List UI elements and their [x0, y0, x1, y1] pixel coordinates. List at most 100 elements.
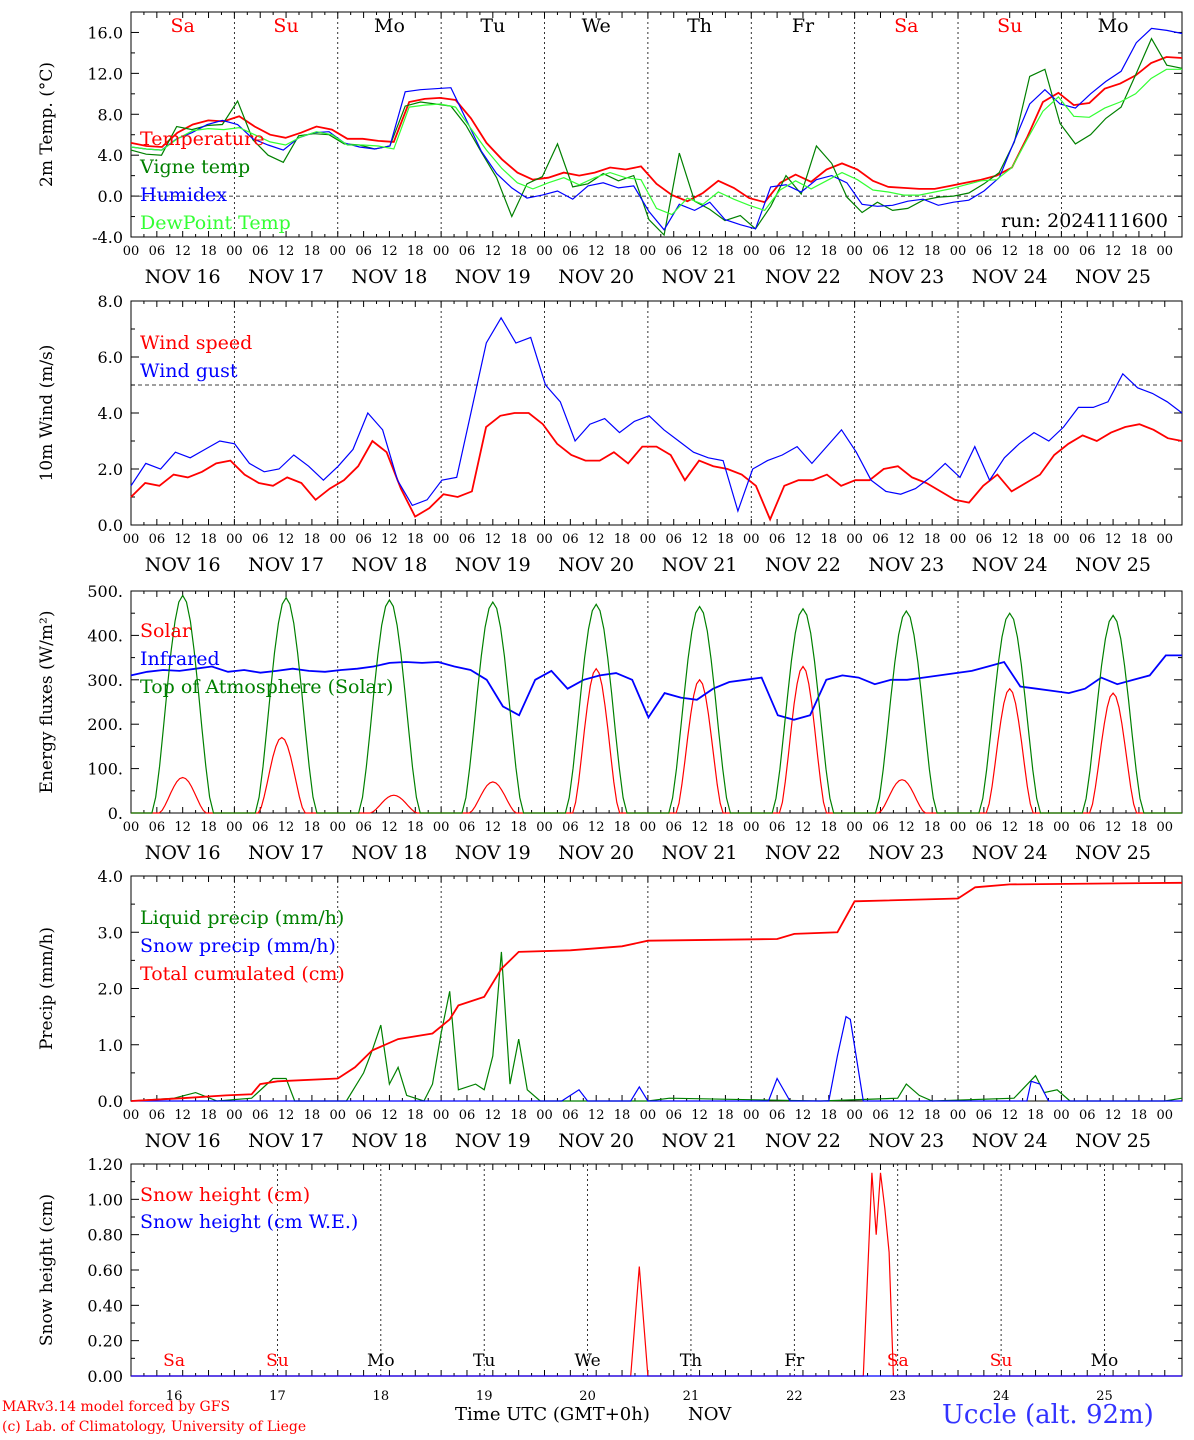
hour-tick-label: 18 [717, 820, 734, 835]
hour-tick-label: 12 [1001, 1108, 1018, 1123]
y-tick-label: 0.40 [87, 1296, 123, 1315]
hour-tick-label: 00 [1053, 1108, 1070, 1123]
y-tick-label: -4.0 [92, 228, 123, 247]
hour-tick-label: 12 [588, 820, 605, 835]
hour-tick-label: 00 [640, 820, 657, 835]
hour-tick-label: 12 [174, 1108, 191, 1123]
hour-tick-label: 18 [924, 1108, 941, 1123]
y-axis-label: Precip (mm/h) [37, 927, 57, 1050]
hour-tick-label: 12 [898, 244, 915, 259]
day-number-label: 23 [889, 1389, 906, 1404]
hour-tick-label: 06 [149, 820, 166, 835]
legend-entry: Solar [140, 620, 192, 642]
date-label: NOV 20 [558, 842, 634, 864]
weekday-label: Su [990, 1351, 1013, 1371]
legend-entry: Snow precip (mm/h) [140, 935, 336, 957]
hour-tick-label: 00 [433, 820, 450, 835]
day-number-label: 24 [993, 1389, 1010, 1404]
hour-tick-label: 00 [536, 820, 553, 835]
hour-tick-label: 06 [149, 532, 166, 547]
date-label: NOV 18 [352, 554, 428, 576]
chart-panel-1: -4.0 0.0 4.0 8.0 12.0 16.0 2m Temp. (°C) 00 06 12… [37, 11, 1183, 288]
legend-entry: Wind gust [140, 360, 238, 382]
hour-tick-label: 00 [226, 820, 243, 835]
hour-tick-label: 00 [743, 244, 760, 259]
hour-tick-label: 06 [872, 532, 889, 547]
hour-tick-label: 06 [355, 244, 372, 259]
date-label: NOV 23 [868, 266, 944, 288]
run-annotation: run: 2024111600 [1001, 210, 1168, 232]
hour-tick-label: 06 [976, 532, 993, 547]
series-line-top-of-atmosphere-solar- [131, 594, 1182, 814]
hour-tick-label: 18 [1027, 532, 1044, 547]
hour-tick-label: 18 [407, 1108, 424, 1123]
legend-entry: Humidex [140, 184, 227, 206]
hour-tick-label: 06 [976, 1108, 993, 1123]
hour-tick-label: 12 [381, 820, 398, 835]
hour-tick-label: 00 [123, 532, 140, 547]
y-axis-label: Energy fluxes (W/m²) [37, 611, 57, 794]
date-label: NOV 21 [662, 842, 738, 864]
legend-entry: Snow height (cm W.E.) [140, 1211, 358, 1233]
day-number-label: 25 [1096, 1389, 1113, 1404]
day-number-label: 22 [786, 1389, 803, 1404]
y-tick-label: 4.0 [98, 146, 123, 165]
hour-tick-label: 12 [278, 244, 295, 259]
weekday-label: Sa [894, 15, 918, 37]
date-label: NOV 22 [765, 842, 841, 864]
date-label: NOV 17 [248, 842, 324, 864]
y-tick-label: 200. [87, 715, 123, 734]
hour-tick-label: 00 [226, 244, 243, 259]
chart-panel-5: 0.00 0.20 0.40 0.60 0.80 1.00 1.20 Snow height … [37, 1155, 1183, 1404]
date-label: NOV 19 [455, 842, 531, 864]
hour-tick-label: 06 [562, 820, 579, 835]
y-axis-label: Snow height (cm) [37, 1194, 57, 1346]
hour-tick-label: 06 [769, 1108, 786, 1123]
date-label: NOV 24 [972, 842, 1048, 864]
hour-tick-label: 06 [459, 820, 476, 835]
date-label: NOV 22 [765, 554, 841, 576]
hour-tick-label: 12 [1001, 532, 1018, 547]
weekday-label: Su [273, 15, 298, 37]
hour-tick-label: 18 [717, 1108, 734, 1123]
hour-tick-label: 12 [1001, 820, 1018, 835]
hour-tick-label: 00 [123, 1108, 140, 1123]
hour-tick-label: 18 [200, 820, 217, 835]
weekday-label: Mo [374, 15, 405, 37]
series-line-temperature [130, 56, 1183, 204]
hour-tick-label: 06 [149, 244, 166, 259]
plot-frame [130, 11, 1183, 238]
hour-tick-label: 18 [407, 820, 424, 835]
hour-tick-label: 12 [691, 244, 708, 259]
hour-tick-label: 00 [640, 244, 657, 259]
date-label: NOV 21 [662, 266, 738, 288]
legend-entry: Vigne temp [139, 156, 250, 178]
date-label: NOV 18 [352, 266, 428, 288]
hour-tick-label: 12 [485, 244, 502, 259]
copyright-credit: (c) Lab. of Climatology, University of L… [2, 1419, 307, 1435]
hour-tick-label: 12 [588, 1108, 605, 1123]
hour-tick-label: 12 [174, 244, 191, 259]
y-tick-label: 0.0 [98, 187, 123, 206]
hour-tick-label: 12 [278, 532, 295, 547]
hour-tick-label: 06 [976, 820, 993, 835]
date-label: NOV 19 [455, 1130, 531, 1152]
hour-tick-label: 12 [174, 532, 191, 547]
chart-panel-4: 0.0 1.0 2.0 3.0 4.0 Precip (mm/h) 00 06 12 18 00 06… [37, 867, 1183, 1152]
hour-tick-label: 06 [1079, 244, 1096, 259]
hour-tick-label: 00 [950, 1108, 967, 1123]
hour-tick-label: 18 [200, 532, 217, 547]
date-label: NOV 22 [765, 1130, 841, 1152]
hour-tick-label: 12 [588, 532, 605, 547]
weekday-label: Su [997, 15, 1022, 37]
legend-entry: Wind speed [140, 332, 252, 354]
hour-tick-label: 06 [769, 244, 786, 259]
hour-tick-label: 12 [381, 244, 398, 259]
hour-tick-label: 00 [433, 532, 450, 547]
legend-entry: Liquid precip (mm/h) [140, 907, 344, 929]
date-label: NOV 19 [455, 554, 531, 576]
hour-tick-label: 18 [510, 1108, 527, 1123]
hour-tick-label: 00 [226, 532, 243, 547]
y-tick-label: 500. [87, 582, 123, 601]
hour-tick-label: 06 [459, 532, 476, 547]
